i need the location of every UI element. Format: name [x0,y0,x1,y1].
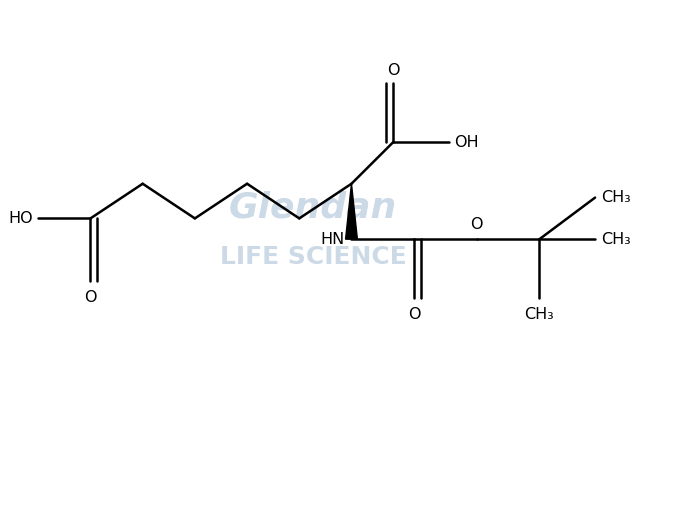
Text: CH₃: CH₃ [525,307,554,322]
Text: Glendan: Glendan [229,191,397,225]
Text: CH₃: CH₃ [601,190,631,205]
Text: HO: HO [8,211,33,226]
Text: O: O [408,307,420,322]
Polygon shape [345,184,358,239]
Text: O: O [84,290,97,305]
Text: CH₃: CH₃ [601,232,631,246]
Text: O: O [387,62,400,77]
Text: OH: OH [454,135,479,150]
Text: O: O [470,217,483,232]
Text: LIFE SCIENCE: LIFE SCIENCE [220,244,406,268]
Text: HN: HN [320,232,345,246]
